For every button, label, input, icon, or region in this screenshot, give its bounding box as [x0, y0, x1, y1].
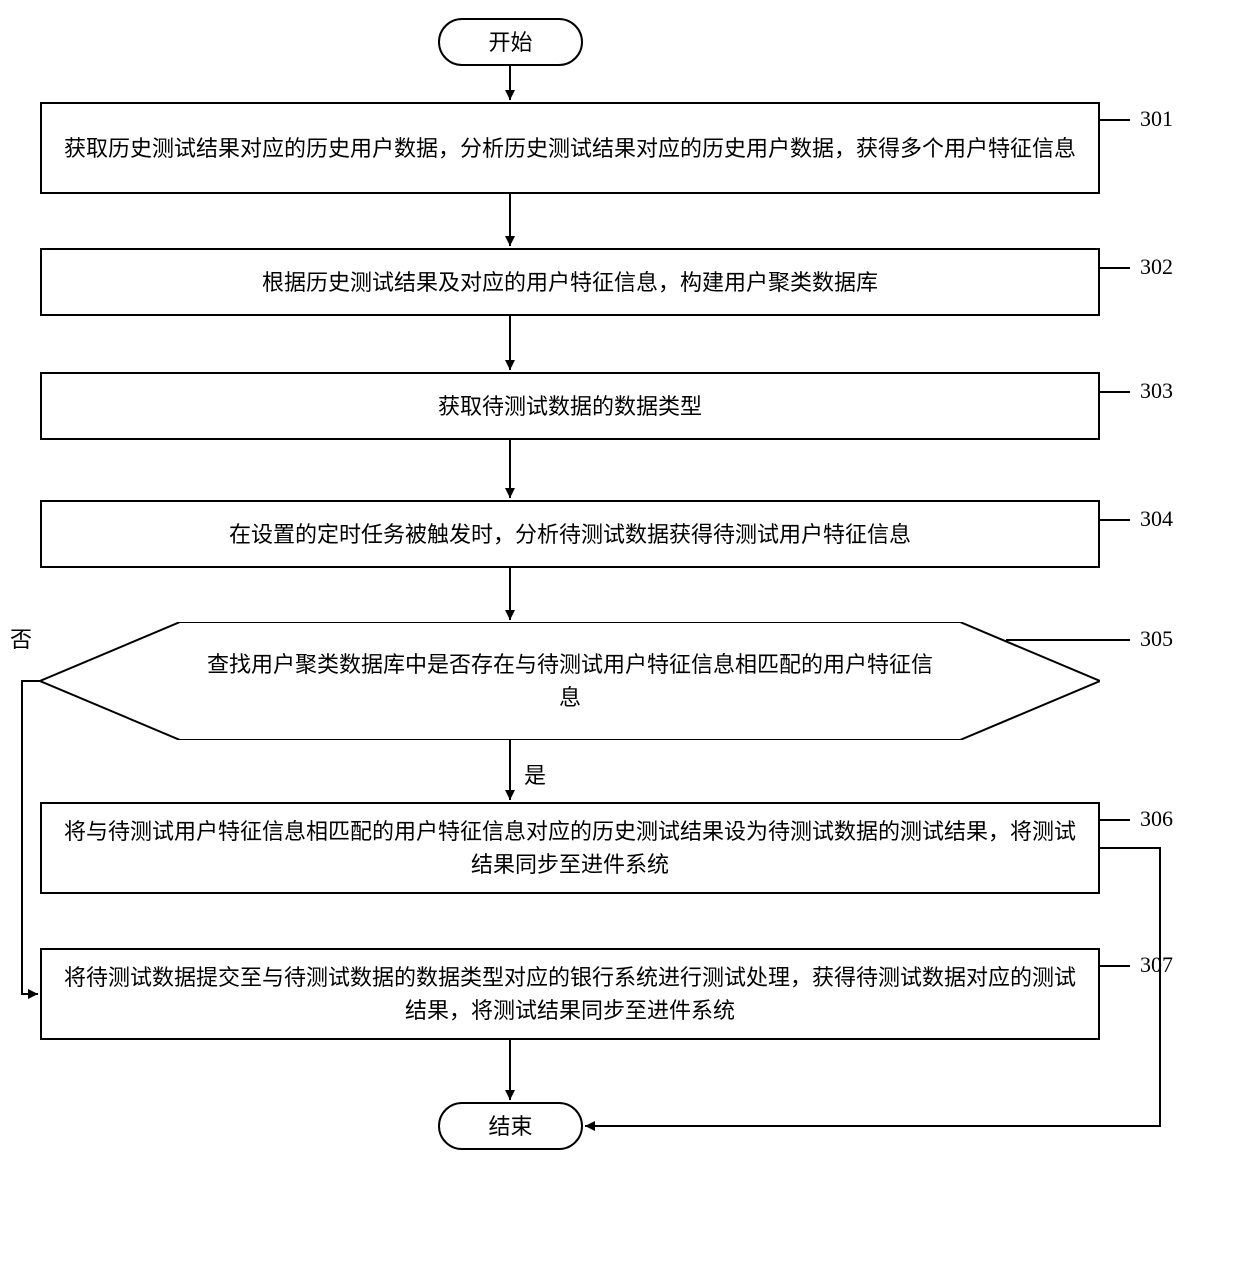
step-304-text: 在设置的定时任务被触发时，分析待测试数据获得待测试用户特征信息 [229, 518, 911, 551]
start-label: 开始 [488, 26, 532, 59]
step-301-label: 301 [1140, 106, 1173, 132]
step-302: 根据历史测试结果及对应的用户特征信息，构建用户聚类数据库 [40, 248, 1100, 316]
step-306: 将与待测试用户特征信息相匹配的用户特征信息对应的历史测试结果设为待测试数据的测试… [40, 802, 1100, 894]
edge-label-yes: 是 [524, 758, 546, 790]
step-307-label: 307 [1140, 952, 1173, 978]
step-304-label: 304 [1140, 506, 1173, 532]
step-306-text: 将与待测试用户特征信息相匹配的用户特征信息对应的历史测试结果设为待测试数据的测试… [62, 815, 1078, 881]
step-304: 在设置的定时任务被触发时，分析待测试数据获得待测试用户特征信息 [40, 500, 1100, 568]
end-terminator: 结束 [438, 1102, 583, 1150]
step-307: 将待测试数据提交至与待测试数据的数据类型对应的银行系统进行测试处理，获得待测试数… [40, 948, 1100, 1040]
step-302-text: 根据历史测试结果及对应的用户特征信息，构建用户聚类数据库 [262, 266, 878, 299]
start-terminator: 开始 [438, 18, 583, 66]
step-301: 获取历史测试结果对应的历史用户数据，分析历史测试结果对应的历史用户数据，获得多个… [40, 102, 1100, 194]
step-302-label: 302 [1140, 254, 1173, 280]
step-305-text: 查找用户聚类数据库中是否存在与待测试用户特征信息相匹配的用户特征信息 [207, 652, 933, 710]
step-306-label: 306 [1140, 806, 1173, 832]
step-303-label: 303 [1140, 378, 1173, 404]
edge-label-no: 否 [10, 622, 32, 654]
step-305-decision: 查找用户聚类数据库中是否存在与待测试用户特征信息相匹配的用户特征信息 [40, 622, 1100, 740]
end-label: 结束 [488, 1110, 532, 1143]
flowchart-canvas: 开始 获取历史测试结果对应的历史用户数据，分析历史测试结果对应的历史用户数据，获… [0, 0, 1240, 1276]
step-303-text: 获取待测试数据的数据类型 [438, 390, 702, 423]
step-301-text: 获取历史测试结果对应的历史用户数据，分析历史测试结果对应的历史用户数据，获得多个… [64, 132, 1076, 165]
step-303: 获取待测试数据的数据类型 [40, 372, 1100, 440]
step-307-text: 将待测试数据提交至与待测试数据的数据类型对应的银行系统进行测试处理，获得待测试数… [62, 961, 1078, 1027]
step-305-label: 305 [1140, 626, 1173, 652]
